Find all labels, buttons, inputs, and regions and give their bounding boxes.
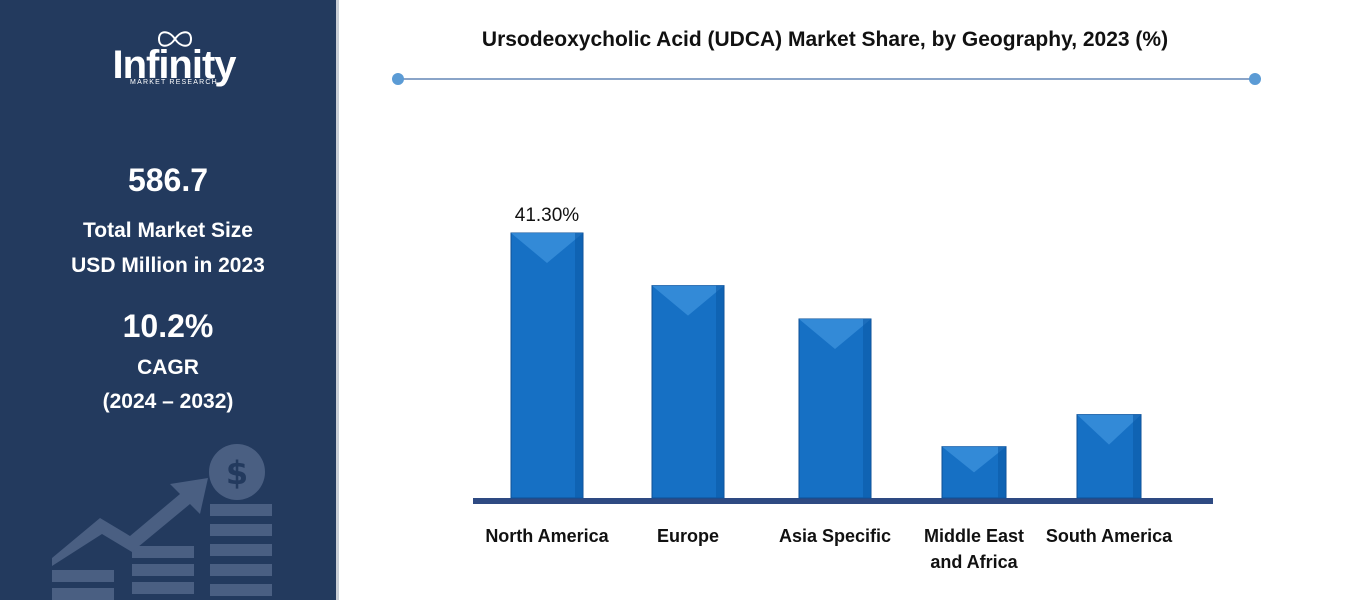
brand-tagline: MARKET RESEARCH [130, 79, 218, 86]
dollar-coin-icon: $ [209, 444, 265, 500]
panel-divider [336, 0, 339, 600]
bar-stack-block [210, 524, 272, 536]
cagr-label: CAGR [137, 356, 199, 379]
bar-stack-block [52, 570, 114, 582]
bar [941, 446, 1007, 499]
market-size-label: Total Market Size [83, 219, 253, 242]
logo-infinity-icon [157, 31, 193, 47]
cagr-value: 10.2% [122, 308, 214, 344]
market-size-unit: USD Million in 2023 [71, 254, 265, 277]
bar-stack-block [210, 504, 272, 516]
bar [1076, 414, 1142, 499]
growth-arrow-icon [52, 478, 208, 566]
growth-decoration: $ [52, 444, 272, 600]
brand-name: Infinity [112, 43, 236, 87]
x-tick-label: Middle East and Africa [923, 526, 1025, 572]
bar [651, 285, 725, 499]
bar-stack-block [210, 544, 272, 556]
x-tick-label: South America [1045, 526, 1173, 546]
bar-stack-block [132, 564, 194, 576]
data-label: 41.30% [515, 205, 580, 226]
bar-stack-block [132, 546, 194, 558]
summary-panel: Infinity MARKET RESEARCH 586.7 Total Mar… [0, 0, 336, 600]
bar-stack-block [210, 564, 272, 576]
bar-stack-block [210, 584, 272, 596]
bar-stack-block [52, 588, 114, 600]
bar [798, 318, 872, 499]
bar [510, 232, 584, 499]
chart-title: Ursodeoxycholic Acid (UDCA) Market Share… [481, 28, 1169, 51]
market-size-value: 586.7 [127, 162, 209, 198]
title-underline [392, 73, 1261, 85]
bar-stack-block [132, 582, 194, 594]
x-axis-line [473, 498, 1213, 504]
x-tick-label: Asia Specific [778, 526, 892, 546]
svg-text:$: $ [226, 454, 248, 492]
x-tick-label: North America [485, 526, 609, 546]
cagr-period: (2024 – 2032) [102, 390, 234, 413]
x-tick-label: Europe [656, 526, 719, 546]
